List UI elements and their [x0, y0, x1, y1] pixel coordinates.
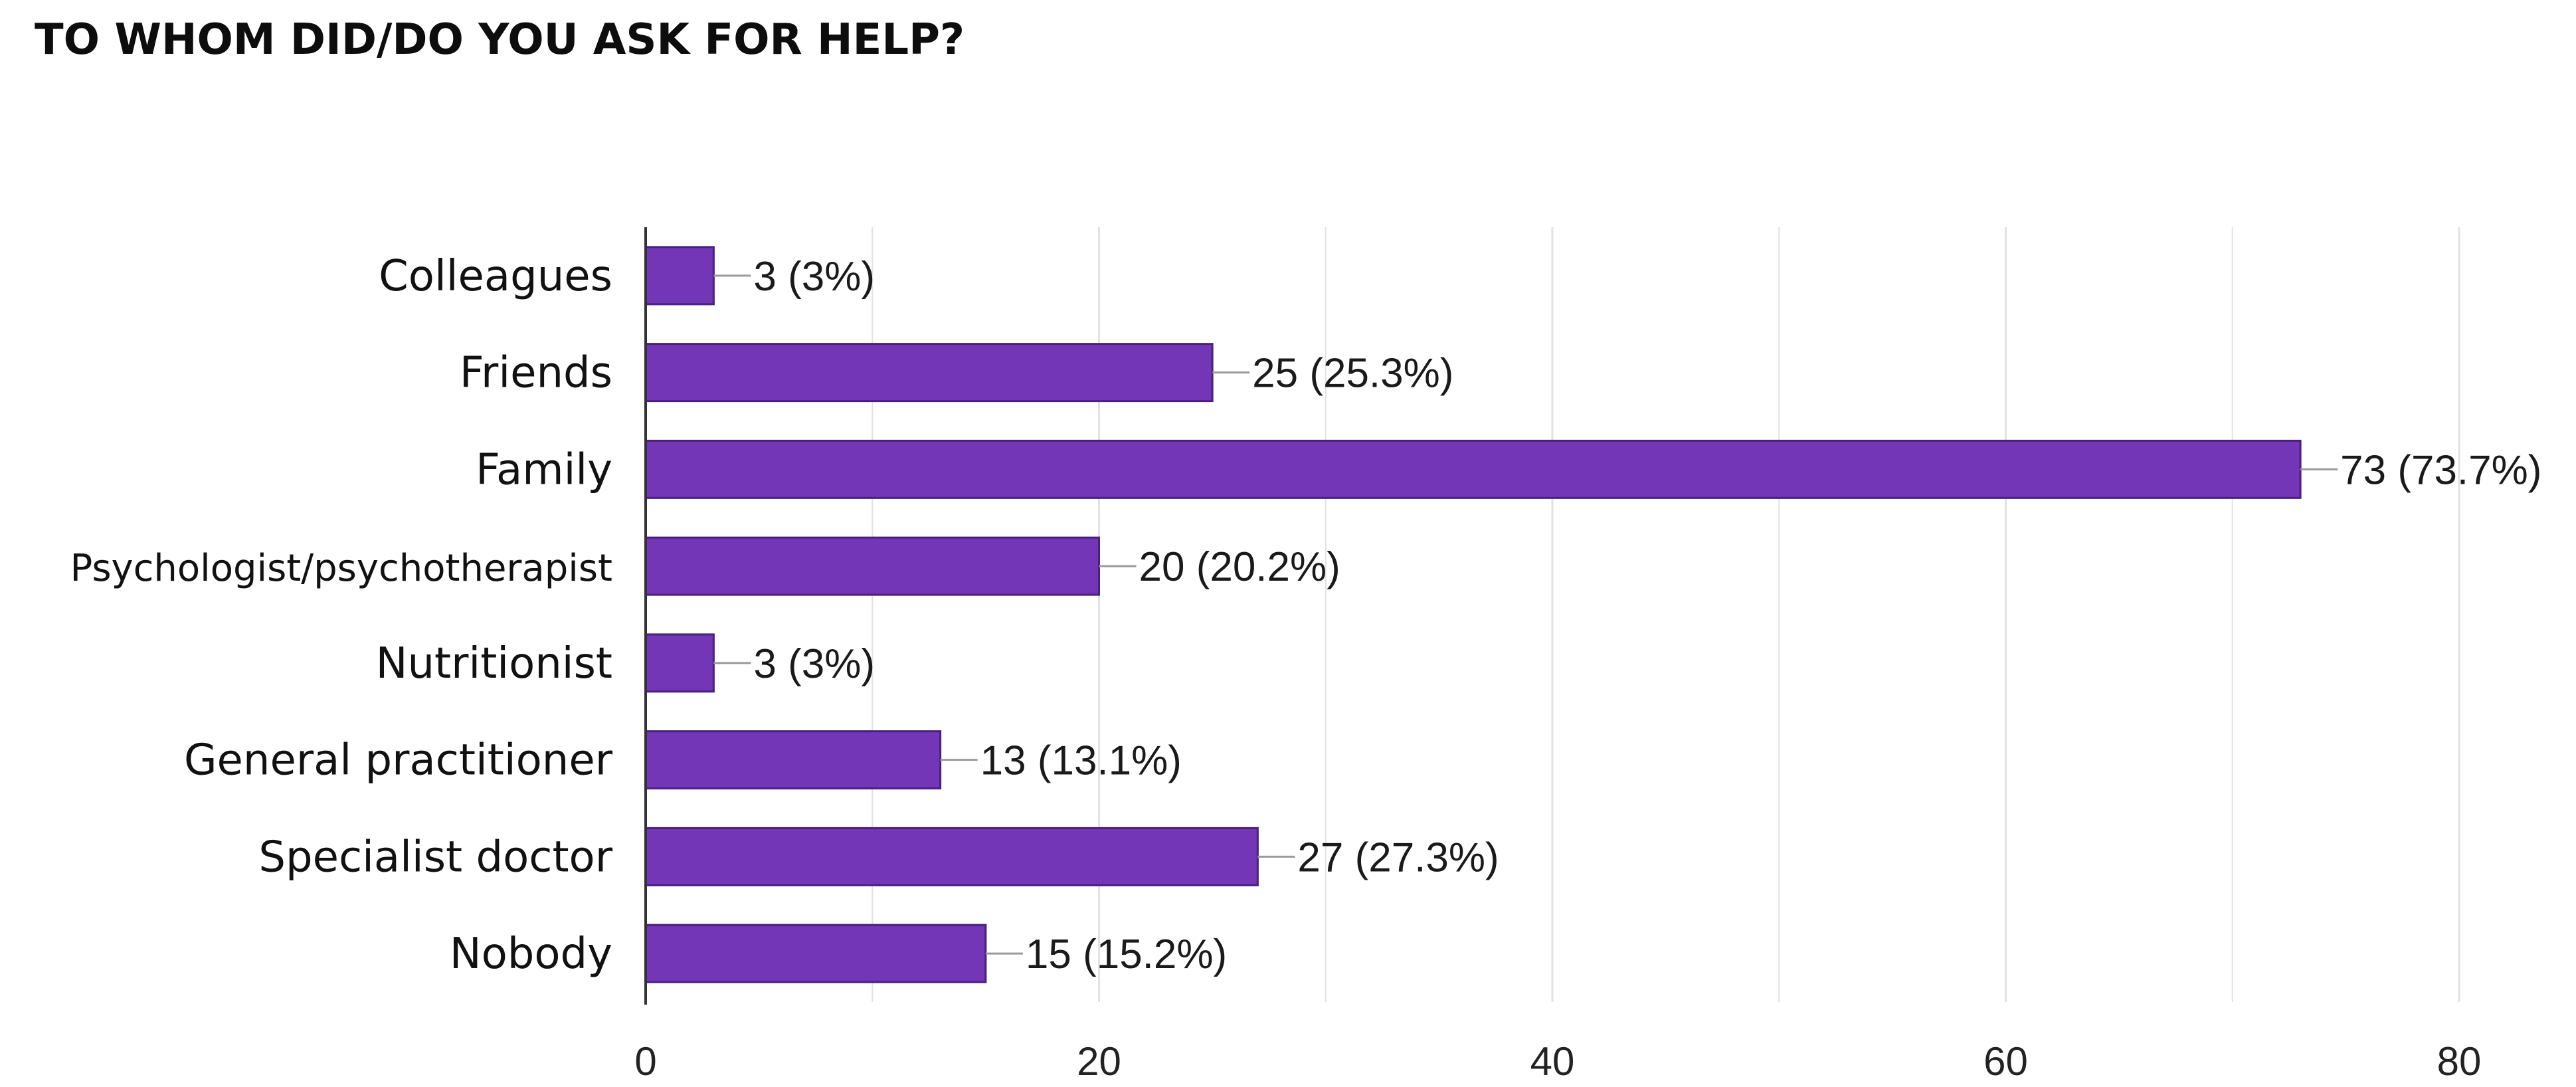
bar — [644, 246, 715, 306]
bar-value-label: 25 (25.3%) — [1252, 351, 1453, 397]
chart-title: TO WHOM DID/DO YOU ASK FOR HELP? — [35, 15, 965, 64]
category-label: Colleagues — [379, 252, 612, 301]
bar — [644, 827, 1259, 886]
bar — [644, 439, 2302, 499]
bar-value-label: 20 (20.2%) — [1139, 544, 1340, 590]
labels: 3 (3%) Colleagues 25 (25.3%) Friends 73 (73.… — [70, 252, 2542, 1084]
bar — [644, 924, 987, 983]
bar — [644, 730, 942, 790]
x-tick-label: 0 — [634, 1039, 656, 1084]
bar-value-label: 3 (3%) — [753, 641, 875, 687]
x-tick-label: 60 — [1983, 1039, 2028, 1084]
bar-value-label: 15 (15.2%) — [1026, 932, 1227, 977]
category-label: Family — [476, 445, 612, 494]
bar-value-label: 73 (73.7%) — [2340, 447, 2541, 493]
category-label: General practitioner — [184, 736, 613, 785]
category-label: Nutritionist — [376, 639, 612, 688]
x-tick-label: 40 — [1530, 1039, 1575, 1084]
bar — [644, 536, 1100, 596]
bar-value-label: 3 (3%) — [753, 254, 875, 300]
bar-value-label: 13 (13.1%) — [980, 738, 1182, 784]
category-label: Psychologist/psychotherapist — [70, 547, 612, 590]
bar — [644, 343, 1214, 403]
category-label: Specialist doctor — [258, 833, 612, 882]
bar-value-label: 27 (27.3%) — [1297, 835, 1499, 880]
x-tick-label: 20 — [1077, 1039, 1121, 1084]
category-label: Nobody — [450, 930, 612, 979]
bar — [644, 633, 715, 693]
category-label: Friends — [460, 349, 612, 398]
x-tick-label: 80 — [2437, 1039, 2482, 1084]
